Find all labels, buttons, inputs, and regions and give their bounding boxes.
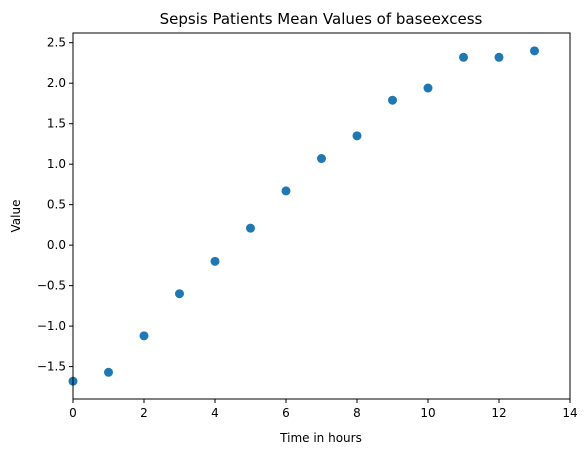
data-point: [210, 256, 220, 266]
data-point: [494, 52, 504, 62]
y-axis-label: Value: [9, 200, 23, 233]
y-tick-label: −1.0: [37, 319, 66, 333]
data-point: [317, 154, 326, 164]
x-axis: 0 2 4 6 8 10 12 14: [69, 399, 578, 420]
x-tick-label: 2: [140, 406, 148, 420]
y-tick-label: 0.0: [47, 238, 66, 252]
data-point: [459, 52, 468, 62]
data-point: [175, 289, 184, 299]
y-tick-label: 1.5: [47, 117, 66, 131]
data-point: [530, 46, 539, 56]
data-point: [104, 367, 113, 377]
y-axis: 2.5 2.0 1.5 1.0 0.5 0.0 −0.5 −1.0 −1.5: [37, 36, 73, 374]
y-tick-label: 1.0: [47, 157, 66, 171]
y-tick-label: 2.5: [47, 36, 66, 50]
chart-title: Sepsis Patients Mean Values of baseexces…: [160, 10, 483, 28]
data-point: [139, 331, 149, 341]
x-axis-label: Time in hours: [279, 431, 362, 445]
y-tick-label: 0.5: [47, 198, 66, 212]
x-tick-label: 0: [69, 406, 77, 420]
plot-area: [68, 46, 539, 386]
x-tick-label: 4: [211, 406, 219, 420]
plot-frame: [72, 32, 571, 400]
data-point: [423, 83, 433, 93]
x-tick-label: 10: [420, 406, 435, 420]
x-tick-label: 8: [353, 406, 361, 420]
y-tick-label: −0.5: [37, 279, 66, 293]
data-point: [281, 186, 291, 196]
y-tick-label: 2.0: [47, 76, 66, 90]
data-point: [352, 131, 362, 141]
data-point: [246, 223, 255, 233]
y-tick-label: −1.5: [37, 360, 66, 374]
data-point: [388, 95, 397, 105]
x-tick-label: 6: [282, 406, 290, 420]
x-tick-label: 12: [491, 406, 506, 420]
x-tick-label: 14: [562, 406, 577, 420]
